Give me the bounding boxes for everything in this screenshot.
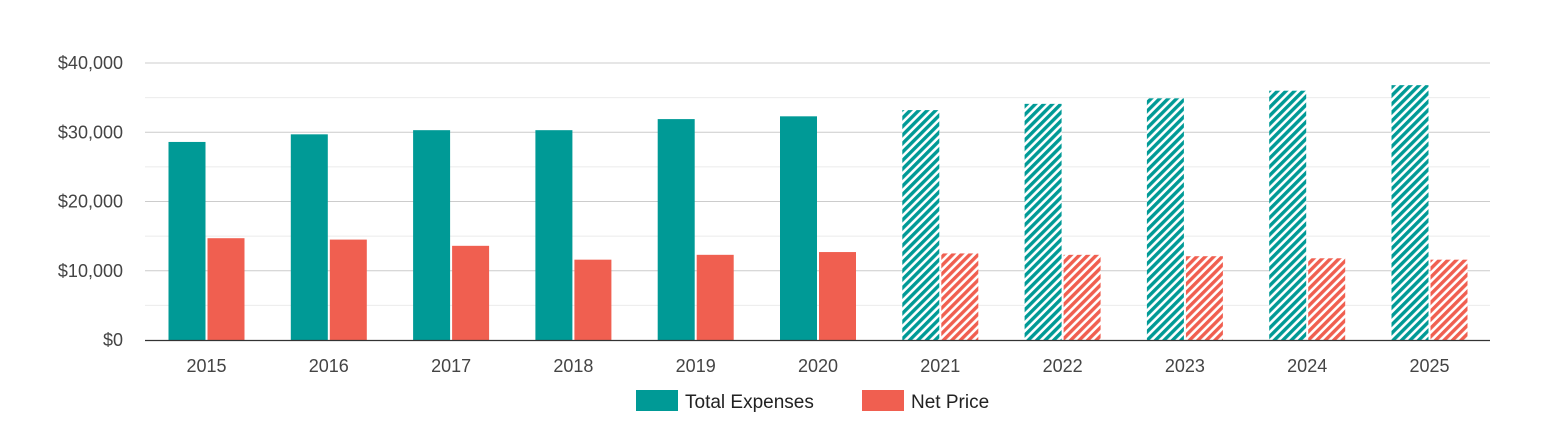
- bar-total-expenses-2017: [413, 130, 451, 340]
- bar-total-expenses-2025: [1391, 85, 1429, 340]
- bar-total-expenses-2020: [780, 116, 817, 340]
- y-axis: $0 $10,000 $20,000 $30,000 $40,000: [58, 53, 123, 350]
- y-tick-label: $0: [103, 330, 123, 350]
- x-tick-label: 2022: [1043, 356, 1083, 376]
- bar-total-expenses-2021: [902, 110, 940, 340]
- bar-total-expenses-2024: [1269, 90, 1307, 340]
- bar-net-price-2022: [1063, 254, 1101, 340]
- bar-net-price-2016: [329, 239, 367, 340]
- bar-net-price-2017: [452, 245, 490, 340]
- x-tick-label: 2018: [553, 356, 593, 376]
- bar-total-expenses-2016: [290, 134, 328, 340]
- bar-net-price-2023: [1185, 256, 1223, 340]
- x-axis: 2015 2016 2017 2018 2019 2020 2021 2022 2023 2024…: [186, 356, 1449, 376]
- y-tick-label: $10,000: [58, 261, 123, 281]
- bar-total-expenses-2018: [535, 130, 573, 340]
- bars: [168, 85, 1468, 340]
- bar-net-price-2019: [696, 254, 734, 340]
- legend-swatch-net-price: [862, 390, 904, 411]
- bar-net-price-2015: [207, 238, 245, 340]
- x-tick-label: 2021: [920, 356, 960, 376]
- legend-swatch-total-expenses: [636, 390, 678, 411]
- x-tick-label: 2019: [676, 356, 716, 376]
- bar-net-price-2020: [819, 252, 856, 340]
- x-tick-label: 2015: [186, 356, 226, 376]
- x-tick-label: 2017: [431, 356, 471, 376]
- y-tick-label: $20,000: [58, 192, 123, 212]
- x-tick-label: 2024: [1287, 356, 1327, 376]
- y-tick-label: $30,000: [58, 122, 123, 142]
- bar-total-expenses-2019: [657, 119, 695, 340]
- legend-label-net-price: Net Price: [911, 392, 989, 413]
- x-tick-label: 2025: [1409, 356, 1449, 376]
- bar-total-expenses-2022: [1024, 103, 1062, 340]
- bar-net-price-2018: [574, 259, 612, 340]
- legend: Total Expenses Net Price: [636, 390, 989, 413]
- gridlines: [145, 62, 1490, 306]
- x-tick-label: 2020: [798, 356, 838, 376]
- bar-net-price-2025: [1430, 259, 1468, 340]
- y-tick-label: $40,000: [58, 53, 123, 73]
- bar-total-expenses-2015: [168, 141, 206, 340]
- bar-total-expenses-2023: [1146, 98, 1184, 340]
- bar-net-price-2021: [941, 253, 979, 340]
- x-tick-label: 2016: [309, 356, 349, 376]
- legend-label-total-expenses: Total Expenses: [685, 392, 814, 413]
- bar-net-price-2024: [1308, 258, 1346, 340]
- x-tick-label: 2023: [1165, 356, 1205, 376]
